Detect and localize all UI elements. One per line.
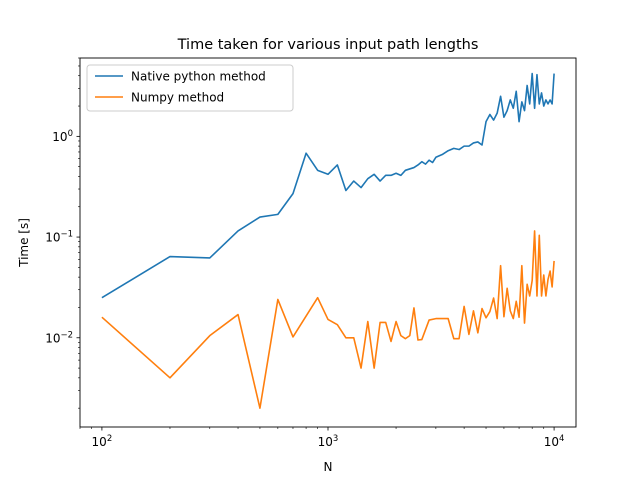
y-axis: 10−2 10−1 100 [45,57,80,409]
y-tick-label: 10−1 [45,230,73,245]
legend: Native python method Numpy method [86,64,294,112]
plot-frame [79,57,577,428]
x-tick-label: 103 [318,434,339,449]
chart-title: Time taken for various input path length… [177,37,479,53]
legend-label-numpy: Numpy method [131,91,224,105]
x-tick-label: 102 [92,434,113,449]
y-tick-label: 100 [52,129,73,144]
y-tick-label: 10−2 [45,330,73,345]
legend-label-native: Native python method [131,70,266,84]
y-axis-label: Time [s] [17,218,31,268]
legend-box [86,64,294,112]
x-axis: 102 103 104 [79,427,565,449]
series-line-native [101,72,555,299]
series-layer [101,72,555,409]
x-axis-label: N [324,460,333,474]
x-tick-label: 104 [544,434,565,449]
series-line-numpy [101,230,555,409]
